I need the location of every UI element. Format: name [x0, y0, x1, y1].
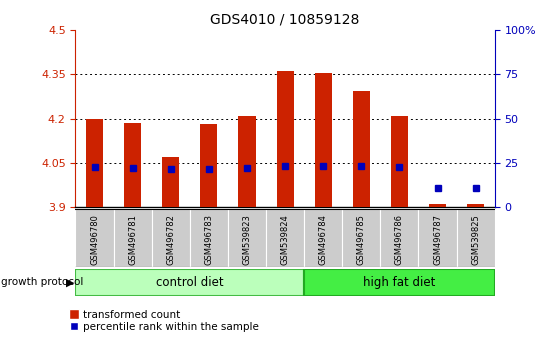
- Text: ▶: ▶: [66, 277, 74, 287]
- Text: GSM496780: GSM496780: [90, 214, 99, 265]
- Bar: [342, 209, 380, 267]
- Bar: [467, 204, 484, 207]
- Text: control diet: control diet: [156, 276, 224, 289]
- Text: GSM496786: GSM496786: [395, 214, 404, 265]
- Bar: [124, 123, 141, 207]
- Text: GSM496783: GSM496783: [205, 214, 214, 265]
- Bar: [304, 269, 495, 296]
- Bar: [151, 209, 190, 267]
- Bar: [380, 209, 419, 267]
- Bar: [353, 91, 370, 207]
- Bar: [75, 209, 113, 267]
- Bar: [75, 269, 304, 296]
- Bar: [190, 209, 228, 267]
- Bar: [200, 125, 217, 207]
- Bar: [304, 209, 342, 267]
- Text: GSM496784: GSM496784: [319, 214, 328, 265]
- Bar: [238, 116, 255, 207]
- Text: high fat diet: high fat diet: [363, 276, 435, 289]
- Bar: [266, 209, 304, 267]
- Bar: [457, 209, 495, 267]
- Text: GSM539825: GSM539825: [471, 214, 480, 264]
- Legend: transformed count, percentile rank within the sample: transformed count, percentile rank withi…: [69, 310, 259, 332]
- Text: GSM496785: GSM496785: [357, 214, 366, 265]
- Text: GSM496782: GSM496782: [166, 214, 176, 265]
- Bar: [315, 73, 332, 207]
- Text: growth protocol: growth protocol: [1, 277, 83, 287]
- Text: GSM496787: GSM496787: [433, 214, 442, 265]
- Bar: [86, 119, 103, 207]
- Bar: [391, 116, 408, 207]
- Bar: [162, 157, 179, 207]
- Title: GDS4010 / 10859128: GDS4010 / 10859128: [210, 12, 360, 26]
- Bar: [113, 209, 151, 267]
- Bar: [277, 72, 293, 207]
- Bar: [419, 209, 457, 267]
- Bar: [228, 209, 266, 267]
- Text: GSM539823: GSM539823: [243, 214, 252, 265]
- Text: GSM539824: GSM539824: [281, 214, 290, 264]
- Bar: [429, 204, 446, 207]
- Text: GSM496781: GSM496781: [128, 214, 137, 265]
